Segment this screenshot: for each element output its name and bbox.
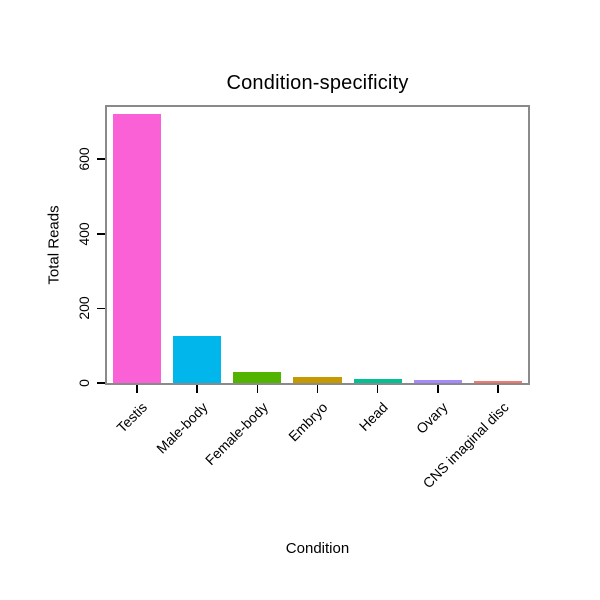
bar-embryo [293, 377, 342, 383]
x-tick-label: Head [355, 399, 391, 434]
bar-ovary [413, 380, 462, 383]
x-tick-mark [437, 385, 439, 393]
bar-female-body [233, 371, 282, 383]
y-tick-label: 400 [76, 222, 92, 246]
y-tick-label: 0 [76, 379, 92, 387]
bar-male-body [173, 336, 222, 383]
x-tick-label: Embryo [285, 399, 331, 445]
x-tick-mark [256, 385, 259, 393]
x-tick-label: Male-body [152, 399, 211, 457]
y-tick-mark [97, 233, 105, 235]
x-tick-label: Female-body [201, 399, 271, 469]
x-tick-mark [136, 385, 138, 393]
x-tick-label: Ovary [413, 399, 452, 437]
y-tick-label: 200 [76, 296, 92, 321]
y-axis-label: Total Reads [45, 205, 63, 285]
x-tick-mark [376, 385, 379, 393]
y-tick-mark [97, 382, 105, 384]
x-tick-mark [316, 385, 319, 393]
y-tick-mark [97, 158, 105, 160]
x-tick-label: Testis [113, 399, 151, 436]
bar-head [353, 379, 402, 383]
bar-cns-imaginal-disc [473, 381, 522, 383]
y-tick-mark [97, 307, 105, 310]
bar-testis [113, 114, 162, 383]
plot-area [105, 105, 530, 385]
chart-title: Condition-specificity [226, 72, 409, 94]
x-tick-mark [196, 385, 198, 393]
x-axis-label: Condition [285, 540, 350, 557]
y-tick-label: 600 [76, 147, 92, 171]
x-tick-mark [497, 385, 499, 393]
